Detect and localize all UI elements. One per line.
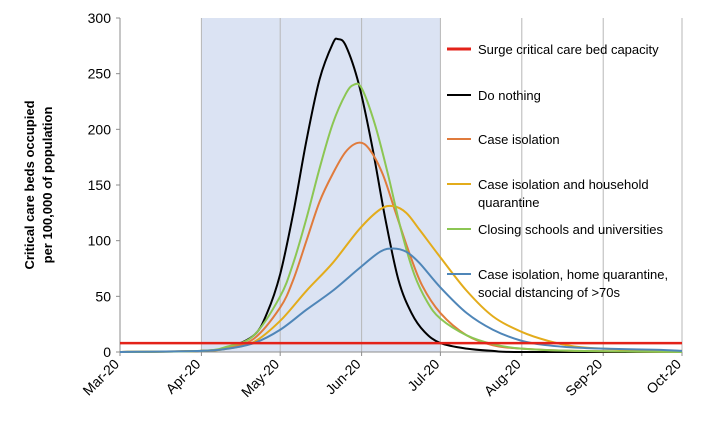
y-tick-labels: 0 50 100 150 200 250 300 — [88, 10, 112, 360]
y-tick-label: 250 — [88, 66, 112, 82]
legend-label: Case isolation and household — [478, 177, 649, 192]
y-tick-label: 200 — [88, 121, 112, 137]
y-tick-label: 300 — [88, 10, 112, 26]
shaded-period-group — [201, 18, 441, 352]
y-tick-label: 50 — [95, 288, 111, 304]
y-tick-label: 150 — [88, 177, 112, 193]
legend-label: Case isolation, home quarantine, — [478, 267, 668, 282]
series-line-2 — [119, 204, 683, 353]
y-axis-label-group: Critical care beds occupied per 100,000 o… — [22, 100, 55, 269]
x-tick-label: Apr-20 — [162, 356, 203, 397]
legend-group: Surge critical care bed capacity Do nothi… — [447, 42, 668, 300]
x-tick-label: Jul-20 — [404, 356, 442, 394]
legend-label: quarantine — [478, 195, 539, 210]
x-tick-label: Jun-20 — [322, 356, 364, 398]
x-tick-labels: Mar-20 Apr-20 May-20 Jun-20 Jul-20 Aug-20 Sep-… — [79, 356, 684, 400]
legend-label: Closing schools and universities — [478, 222, 663, 237]
x-tick-label: Sep-20 — [562, 356, 605, 399]
y-tick-label: 100 — [88, 233, 112, 249]
y-axis-label: per 100,000 of population — [40, 107, 55, 264]
y-axis-label: Critical care beds occupied — [22, 100, 37, 269]
legend-label: Surge critical care bed capacity — [478, 42, 659, 57]
series-line-3 — [119, 82, 683, 353]
x-tick-label: Oct-20 — [643, 356, 684, 397]
x-tick-label: Mar-20 — [79, 356, 122, 399]
shaded-period — [201, 18, 441, 352]
series-line-0 — [119, 37, 682, 354]
gridlines-group — [200, 18, 683, 352]
x-tick-label: May-20 — [238, 356, 282, 400]
y-tick-label: 0 — [103, 344, 111, 360]
legend-label: Do nothing — [478, 88, 541, 103]
legend-label: Case isolation — [478, 132, 560, 147]
x-tick-label: Aug-20 — [481, 356, 524, 399]
legend-label: social distancing of >70s — [478, 285, 621, 300]
